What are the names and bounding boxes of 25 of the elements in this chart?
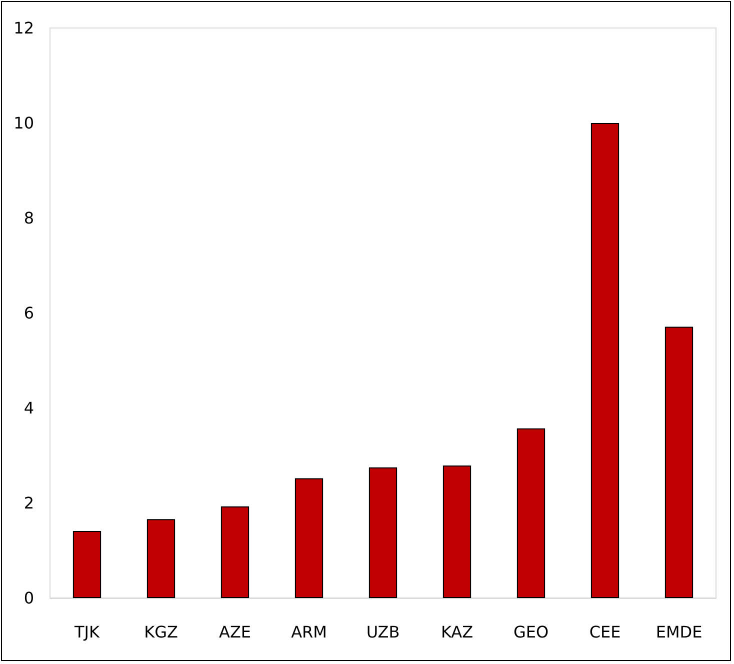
y-tick-label: 4 <box>24 398 34 418</box>
bar <box>146 519 176 598</box>
y-tick-label: 12 <box>14 18 34 38</box>
x-tick-label: ARM <box>291 622 327 642</box>
y-tick-label: 0 <box>24 588 34 608</box>
bar <box>442 465 472 598</box>
bar <box>72 531 102 598</box>
y-tick-label: 6 <box>24 304 34 322</box>
bar <box>368 467 398 598</box>
y-tick-label: 2 <box>24 494 34 512</box>
bar <box>664 326 694 598</box>
bar <box>294 478 324 598</box>
x-tick-label: KAZ <box>440 622 474 642</box>
x-tick-label: UZB <box>366 622 400 642</box>
x-tick-label: EMDE <box>656 622 702 642</box>
x-tick-label: GEO <box>513 622 549 642</box>
x-tick-label: AZE <box>218 622 252 642</box>
bar <box>516 428 546 598</box>
bar <box>220 506 250 598</box>
x-tick-label: TJK <box>74 622 100 642</box>
y-tick-label: 8 <box>24 208 34 228</box>
bar <box>590 123 620 598</box>
x-tick-label: CEE <box>589 622 621 642</box>
x-tick-label: KGZ <box>144 622 178 642</box>
y-tick-label: 10 <box>14 114 34 132</box>
